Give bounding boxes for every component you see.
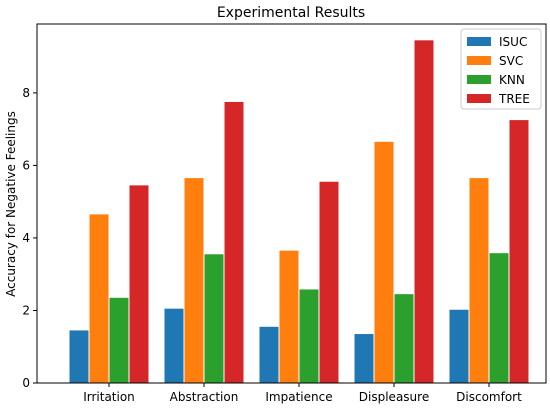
legend-label-knn: KNN: [499, 73, 525, 87]
bar-tree-discomfort: [509, 120, 529, 384]
bar-knn-impatience: [299, 289, 319, 383]
legend-swatch-tree: [467, 94, 491, 103]
y-tick-label: 8: [22, 86, 30, 100]
bars: [69, 40, 529, 384]
y-axis-label: Accuracy for Negative Feelings: [4, 111, 18, 297]
legend: ISUC SVC KNN TREE: [460, 28, 542, 110]
x-tick-label: Abstraction: [170, 390, 239, 404]
x-tick-label: Irritation: [83, 390, 135, 404]
bar-knn-displeasure: [394, 294, 414, 383]
bar-isuc-discomfort: [449, 309, 469, 383]
bar-tree-impatience: [319, 181, 339, 383]
legend-box: [460, 28, 542, 110]
x-axis-ticks: Irritation Abstraction Impatience Displeasu…: [83, 383, 522, 404]
bar-tree-displeasure: [414, 40, 434, 384]
y-tick-label: 2: [22, 303, 30, 317]
bar-svc-abstraction: [184, 178, 204, 383]
bar-knn-irritation: [109, 297, 129, 383]
plot-frame: [36, 23, 547, 384]
bar-knn-abstraction: [204, 254, 224, 383]
bar-isuc-irritation: [69, 330, 89, 383]
bar-tree-irritation: [129, 185, 149, 383]
y-tick-label: 0: [22, 376, 30, 390]
legend-label-tree: TREE: [498, 92, 530, 106]
bar-svc-displeasure: [374, 141, 394, 383]
x-tick-label: Impatience: [265, 390, 332, 404]
legend-label-isuc: ISUC: [499, 35, 527, 49]
x-tick-label: Discomfort: [456, 390, 522, 404]
legend-swatch-isuc: [467, 37, 491, 46]
bar-svc-discomfort: [469, 178, 489, 383]
bar-tree-abstraction: [224, 101, 244, 383]
y-tick-label: 6: [22, 158, 30, 172]
legend-swatch-knn: [467, 75, 491, 84]
chart-title: Experimental Results: [217, 5, 365, 21]
y-axis-ticks: 0 2 4 6 8: [22, 86, 37, 390]
bar-isuc-displeasure: [354, 334, 374, 383]
bar-svc-irritation: [89, 214, 109, 383]
legend-label-svc: SVC: [499, 54, 523, 68]
bar-isuc-abstraction: [164, 308, 184, 383]
y-tick-label: 4: [22, 231, 30, 245]
bar-isuc-impatience: [259, 326, 279, 383]
bar-knn-discomfort: [489, 253, 509, 383]
x-tick-label: Displeasure: [359, 390, 429, 404]
legend-swatch-svc: [467, 56, 491, 65]
bar-svc-impatience: [279, 250, 299, 383]
